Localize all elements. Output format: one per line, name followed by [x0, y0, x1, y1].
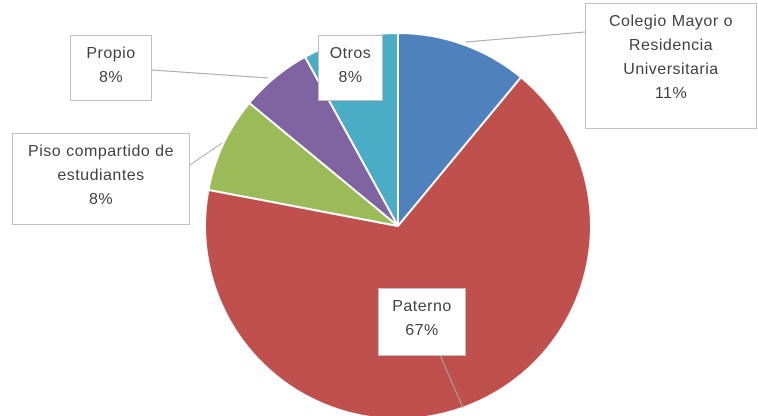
label-box: Propio 8%: [70, 35, 152, 101]
leader-line: [189, 142, 223, 166]
label-box: Colegio Mayor o Residencia Universitaria…: [585, 3, 757, 129]
value-label: 67%: [405, 322, 439, 339]
slice-label: Piso compartido de estudiantes: [28, 143, 174, 184]
slice-label: Colegio Mayor o Residencia Universitaria: [609, 13, 733, 78]
leader-line: [151, 69, 269, 79]
leader-line: [465, 31, 586, 43]
value-label: 8%: [98, 69, 124, 86]
value-label: 8%: [88, 191, 114, 208]
pie-slice: [204, 75, 592, 416]
pie-slice: [397, 31, 523, 229]
leader-line: [439, 354, 464, 409]
value-label: 11%: [654, 85, 688, 102]
slices: [204, 31, 592, 416]
slice-label: Paterno: [392, 298, 452, 315]
label-box: Otros 8%: [318, 35, 383, 101]
label-box: Piso compartido de estudiantes 8%: [12, 133, 190, 225]
slice-label: Otros: [329, 45, 372, 62]
leader-lines: [151, 31, 586, 409]
label-box: Paterno 67%: [378, 288, 466, 356]
value-label: 8%: [338, 69, 363, 86]
slice-label: Propio: [86, 45, 136, 62]
pie-slice: [207, 101, 399, 227]
